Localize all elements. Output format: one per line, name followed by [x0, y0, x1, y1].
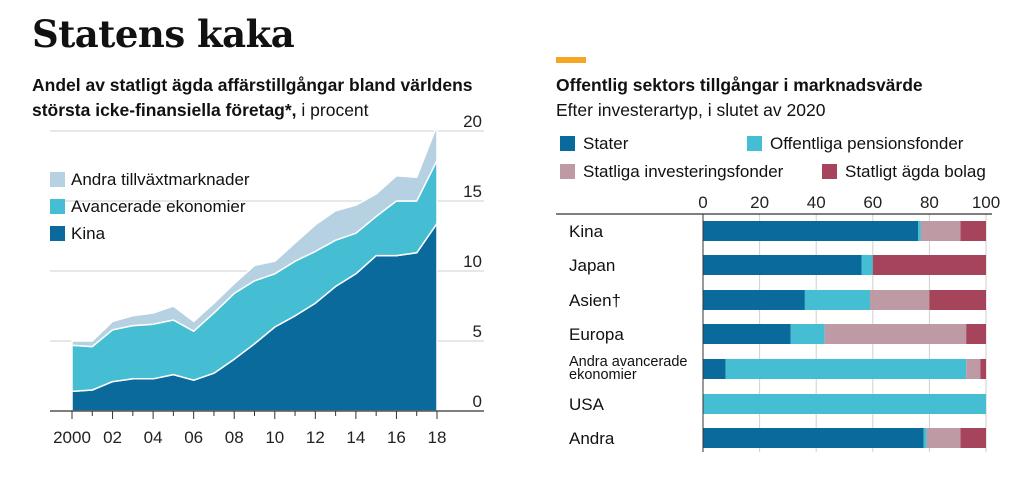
bar-segment-statligt-ägda-bolag — [960, 428, 986, 448]
left-subtitle-bold: Andel av statligt ägda affärstillgångar … — [32, 75, 473, 120]
bar-segment-stater — [703, 359, 726, 379]
bar-segment-offentliga-pensionsfonder — [923, 428, 927, 448]
right-category-label: Europa — [569, 325, 624, 344]
left-x-tick-label: 02 — [103, 428, 122, 447]
right-legend-label: Stater — [583, 134, 629, 153]
left-legend-swatch — [50, 172, 65, 187]
right-legend-swatch — [747, 136, 762, 151]
right-legend-swatch — [560, 136, 575, 151]
right-legend-swatch — [822, 164, 837, 179]
right-category-label: Andra avancerade — [569, 354, 688, 370]
left-legend-label: Kina — [71, 224, 106, 243]
right-category-label: USA — [569, 395, 605, 414]
bar-segment-statligt-ägda-bolag — [980, 359, 986, 379]
left-legend-swatch — [50, 226, 65, 241]
right-x-tick-label: 40 — [807, 193, 826, 212]
left-x-tick-label: 16 — [387, 428, 406, 447]
right-legend-label: Offentliga pensionsfonder — [770, 134, 964, 153]
bar-segment-stater — [703, 221, 919, 241]
left-x-tick-label: 18 — [428, 428, 447, 447]
bar-segment-offentliga-pensionsfonder — [790, 324, 825, 344]
left-y-tick-label: 20 — [463, 112, 482, 131]
bar-segment-statligt-ägda-bolag — [929, 290, 986, 310]
right-legend-label: Statliga investeringsfonder — [583, 162, 784, 181]
bar-segment-statligt-ägda-bolag — [960, 221, 986, 241]
left-chart-subtitle: Andel av statligt ägda affärstillgångar … — [32, 73, 502, 123]
bar-segment-statliga-investeringsfonder — [920, 221, 961, 241]
bar-segment-stater — [703, 428, 924, 448]
left-x-tick-label: 10 — [265, 428, 284, 447]
left-y-tick-label: 10 — [463, 252, 482, 271]
right-legend-label: Statligt ägda bolag — [845, 162, 986, 181]
right-category-label: Japan — [569, 256, 615, 275]
left-y-tick-label: 0 — [473, 392, 482, 411]
right-category-label: Andra — [569, 429, 615, 448]
right-chart-subtitle: Offentlig sektors tillgångar i marknadsv… — [556, 73, 1016, 123]
bar-segment-offentliga-pensionsfonder — [703, 394, 986, 414]
left-subtitle-unit: i procent — [296, 100, 369, 120]
left-x-tick-label: 08 — [225, 428, 244, 447]
left-y-tick-label: 5 — [473, 322, 482, 341]
left-x-tick-label: 04 — [144, 428, 163, 447]
right-x-tick-label: 20 — [750, 193, 769, 212]
bar-segment-stater — [703, 290, 805, 310]
bar-segment-statliga-investeringsfonder — [966, 359, 981, 379]
left-x-tick-label: 2000 — [53, 428, 91, 447]
left-legend-label: Andra tillväxtmarknader — [71, 170, 250, 189]
right-x-tick-label: 60 — [863, 193, 882, 212]
right-subtitle-bold: Offentlig sektors tillgångar i marknadsv… — [556, 75, 923, 95]
right-legend-swatch — [560, 164, 575, 179]
bar-segment-statligt-ägda-bolag — [966, 324, 986, 344]
bar-segment-offentliga-pensionsfonder — [804, 290, 870, 310]
bar-segment-stater — [703, 324, 791, 344]
bar-segment-statliga-investeringsfonder — [869, 290, 930, 310]
right-subtitle-line2: Efter investerartyp, i slutet av 2020 — [556, 100, 826, 120]
left-x-tick-label: 14 — [346, 428, 365, 447]
right-x-tick-label: 80 — [920, 193, 939, 212]
area-series-andra-tillväxtmarknader — [71, 124, 438, 348]
bar-segment-stater — [703, 255, 862, 275]
right-x-tick-label: 100 — [972, 193, 1000, 212]
left-x-tick-label: 06 — [184, 428, 203, 447]
right-category-label: ekonomier — [569, 367, 637, 383]
right-category-label: Kina — [569, 222, 604, 241]
left-legend-swatch — [50, 199, 65, 214]
bar-segment-statliga-investeringsfonder — [926, 428, 961, 448]
left-legend-label: Avancerade ekonomier — [71, 197, 246, 216]
page-title: Statens kaka — [32, 12, 295, 56]
left-x-tick-label: 12 — [306, 428, 325, 447]
right-category-label: Asien† — [569, 291, 621, 310]
bar-segment-statligt-ägda-bolag — [872, 255, 986, 275]
bar-segment-offentliga-pensionsfonder — [861, 255, 873, 275]
bar-segment-offentliga-pensionsfonder — [918, 221, 921, 241]
bar-segment-statliga-investeringsfonder — [824, 324, 967, 344]
left-y-tick-label: 15 — [463, 182, 482, 201]
bar-segment-offentliga-pensionsfonder — [725, 359, 967, 379]
accent-bar — [556, 57, 586, 63]
right-x-tick-label: 0 — [698, 193, 707, 212]
